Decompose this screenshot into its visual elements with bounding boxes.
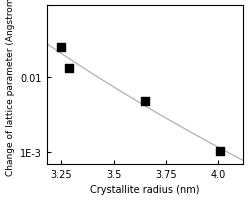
Point <box>60 46 63 49</box>
Point <box>67 67 71 70</box>
X-axis label: Crystallite radius (nm): Crystallite radius (nm) <box>90 185 200 194</box>
Point <box>143 100 147 103</box>
Point <box>218 149 222 153</box>
Y-axis label: Change of lattice parameter (Angstrom): Change of lattice parameter (Angstrom) <box>5 0 14 175</box>
